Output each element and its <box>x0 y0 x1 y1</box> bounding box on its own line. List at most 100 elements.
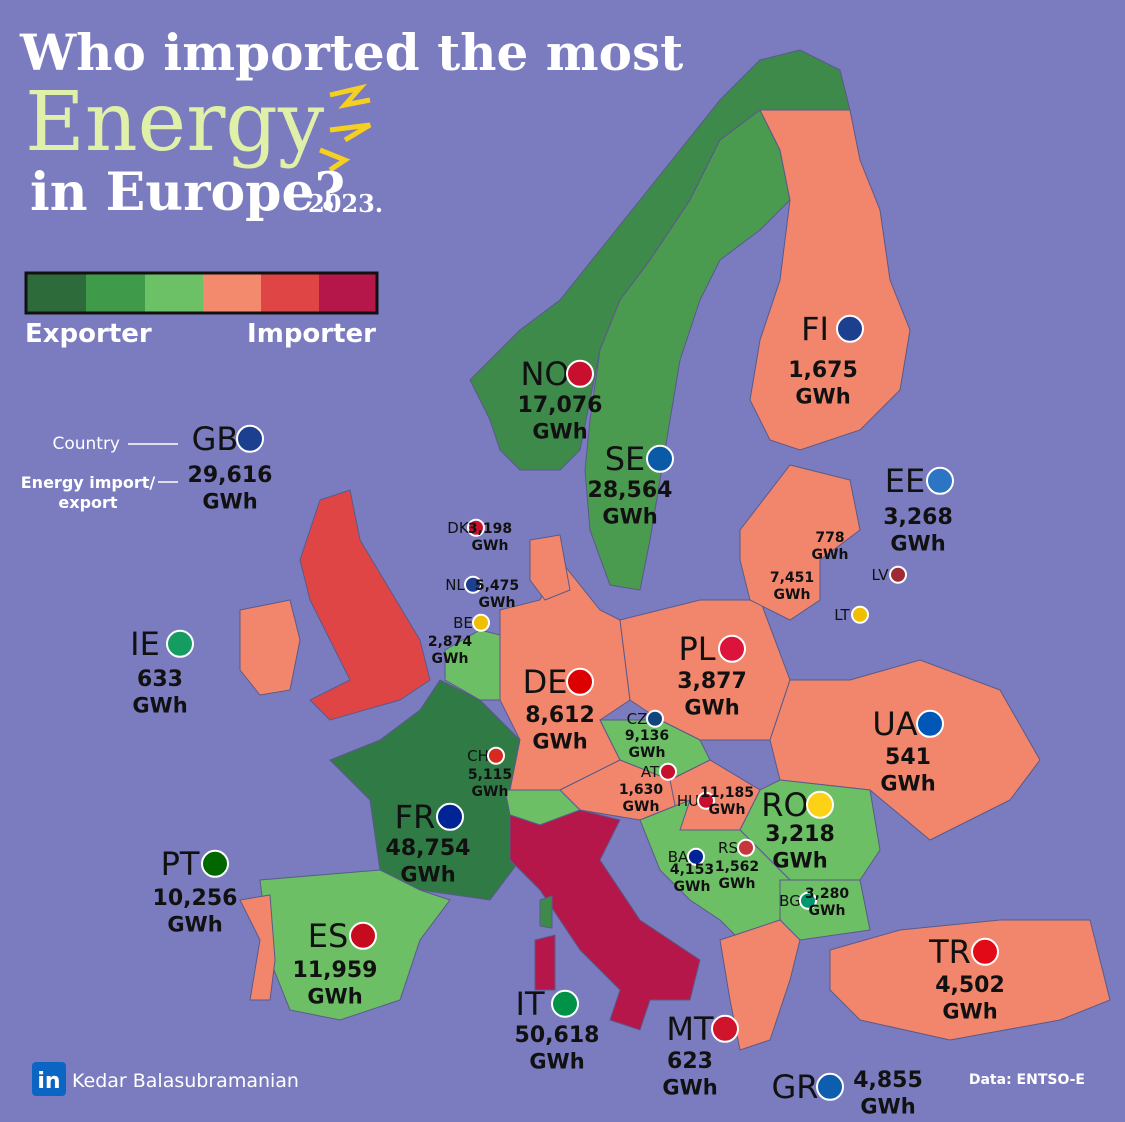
ireland <box>239 599 301 696</box>
country-unit: GWh <box>132 693 187 717</box>
flag <box>971 937 999 966</box>
country-value: 11,185 <box>700 785 754 801</box>
country-unit: GWh <box>629 745 666 761</box>
country-unit: GWh <box>532 729 587 753</box>
country-unit: GWh <box>307 984 362 1008</box>
country-unit: GWh <box>662 1075 717 1099</box>
countries <box>239 49 1111 1051</box>
country-code: IT <box>516 985 545 1023</box>
country-unit: GWh <box>472 784 509 800</box>
greece <box>719 919 801 1051</box>
country-value: 633 <box>137 667 183 692</box>
legend-frame <box>24 271 379 315</box>
flag <box>718 634 746 663</box>
country-code: BG <box>779 892 801 910</box>
country-code: GB <box>192 420 239 458</box>
title-year: 2023. <box>308 189 383 218</box>
legend-swatch <box>27 274 86 312</box>
country-code: DE <box>523 663 568 701</box>
country-unit: GWh <box>890 531 945 555</box>
flag <box>816 1072 844 1101</box>
country-value: 11,959 <box>293 958 378 983</box>
country-value: 5,115 <box>468 767 512 783</box>
country-code: SE <box>605 440 646 478</box>
denmark <box>529 534 571 601</box>
country-unit: GWh <box>719 876 756 892</box>
title-line1: Who imported the most <box>19 23 683 82</box>
country-value: 3,198 <box>468 521 512 537</box>
country-unit: GWh <box>602 504 657 528</box>
legend-left: Exporter <box>25 319 152 349</box>
country-unit: GWh <box>623 799 660 815</box>
country-value: 778 <box>815 530 844 546</box>
legend-swatch <box>319 274 376 312</box>
country-labels: FI1,675GWhNO17,076GWhSE28,564GWhGB29,616… <box>130 310 1005 1118</box>
country-code: LT <box>834 606 850 624</box>
country-value: 1,562 <box>715 859 759 875</box>
country-value: 3,218 <box>765 822 835 847</box>
flag <box>467 518 485 537</box>
turkey <box>829 919 1111 1041</box>
country-unit: GWh <box>809 903 846 919</box>
country-value: 2,874 <box>428 634 473 650</box>
country-unit: GWh <box>774 587 811 603</box>
country-unit: GWh <box>812 547 849 563</box>
portugal <box>239 894 276 1001</box>
country-value: 3,268 <box>883 505 953 530</box>
country-value: 541 <box>885 745 931 770</box>
flag <box>236 424 264 453</box>
country-code: NO <box>520 355 569 393</box>
sweden <box>584 109 791 591</box>
country-value: 17,076 <box>518 393 603 418</box>
country-code: IE <box>130 625 160 663</box>
country-value: 10,256 <box>153 886 238 911</box>
title-line3: in Europe? <box>30 162 345 223</box>
country-value: 4,855 <box>853 1068 923 1093</box>
country-unit: GWh <box>432 651 469 667</box>
flag <box>799 891 817 910</box>
flag <box>201 849 229 878</box>
legend-swatch <box>86 274 145 312</box>
flag <box>659 762 677 781</box>
great-britain <box>299 489 431 721</box>
country-value: 28,564 <box>588 478 673 503</box>
flag <box>806 790 834 819</box>
key-value: Energy import/ <box>21 473 156 492</box>
flag <box>436 802 464 831</box>
country-unit: GWh <box>942 999 997 1023</box>
country-unit: GWh <box>400 862 455 886</box>
country-value: 29,616 <box>188 463 273 488</box>
country-code: MT <box>666 1010 714 1048</box>
title-line2: Energy <box>25 75 325 170</box>
country-unit: GWh <box>709 802 746 818</box>
flag <box>646 709 664 728</box>
country-value: 1,630 <box>619 782 664 798</box>
country-code: ES <box>308 917 349 955</box>
flag <box>472 613 490 632</box>
country-code: HU <box>677 792 699 810</box>
country-unit: GWh <box>684 695 739 719</box>
flag <box>889 565 907 584</box>
corsica <box>539 895 553 929</box>
source: Data: ENTSO-E <box>969 1072 1085 1088</box>
author: Kedar Balasubramanian <box>72 1070 299 1092</box>
country-unit: GWh <box>532 419 587 443</box>
legend-bar <box>24 271 379 315</box>
flag <box>166 629 194 658</box>
flag <box>566 667 594 696</box>
country-code: UA <box>872 705 917 743</box>
country-unit: GWh <box>167 912 222 936</box>
country-unit: GWh <box>674 879 711 895</box>
flag <box>487 746 505 765</box>
country-code: CZ <box>627 710 648 728</box>
country-code: FR <box>395 798 436 836</box>
country-code: EE <box>885 462 925 500</box>
country-value: 4,502 <box>935 973 1005 998</box>
legend-swatch <box>203 274 261 312</box>
country-value: 623 <box>667 1049 713 1074</box>
country-unit: GWh <box>202 489 257 513</box>
key-value: export <box>58 493 118 512</box>
linkedin-logo <box>32 1062 66 1096</box>
country-value: 48,754 <box>386 836 471 861</box>
